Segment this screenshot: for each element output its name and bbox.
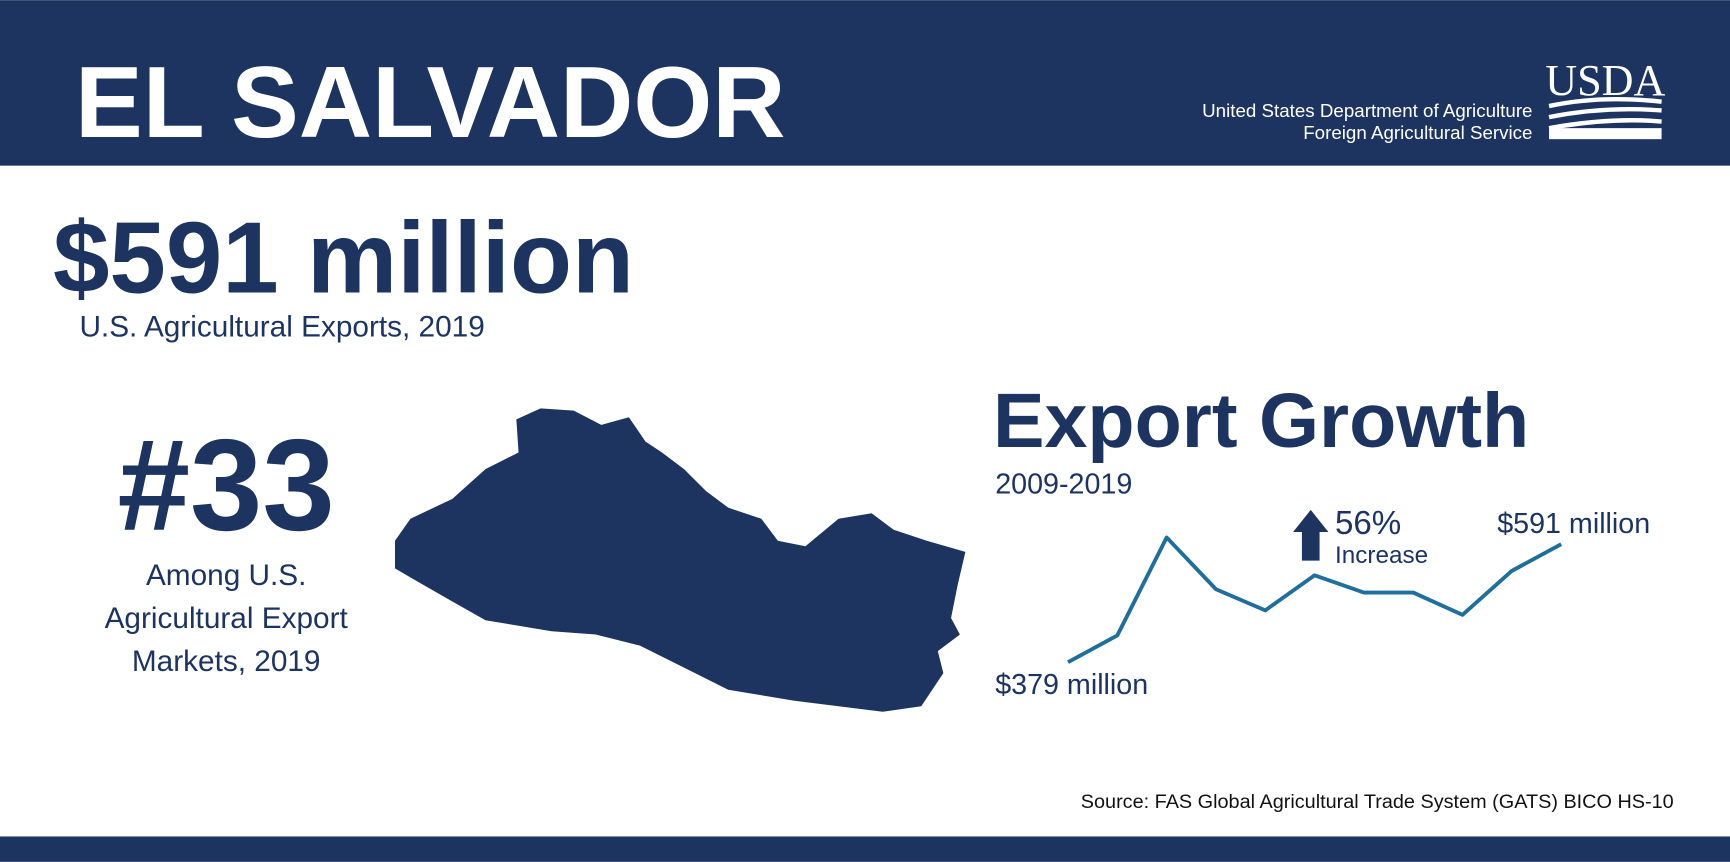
agency-service: Foreign Agricultural Service — [1303, 122, 1532, 143]
logo-base — [1549, 128, 1662, 140]
chart-title: Export Growth — [993, 378, 1529, 464]
rank-value: #33 — [118, 412, 335, 558]
source-note: Source: FAS Global Agricultural Trade Sy… — [1081, 791, 1674, 813]
growth-percent: 56% — [1335, 505, 1401, 542]
data-line — [1067, 535, 1563, 664]
value-label: $379 million — [995, 669, 1148, 701]
page-title: EL SALVADOR — [75, 45, 786, 159]
logo-waves — [1548, 96, 1662, 131]
rank-caption: Among U.S. — [146, 559, 306, 592]
headline-caption: U.S. Agricultural Exports, 2019 — [79, 311, 484, 344]
rank-caption: Markets, 2019 — [132, 645, 321, 678]
growth-label: Increase — [1335, 542, 1428, 569]
increase-arrow — [1293, 509, 1329, 561]
chart-subtitle: 2009-2019 — [995, 468, 1132, 500]
rank-caption: Agricultural Export — [105, 602, 349, 635]
value-label: $591 million — [1497, 508, 1650, 540]
headline-value: $591 million — [53, 201, 634, 315]
usda-logo: USDA — [1545, 56, 1665, 105]
footer-band — [0, 836, 1730, 862]
agency-name: United States Department of Agriculture — [1202, 100, 1532, 121]
header-band — [0, 0, 1730, 166]
country-map — [394, 408, 966, 712]
